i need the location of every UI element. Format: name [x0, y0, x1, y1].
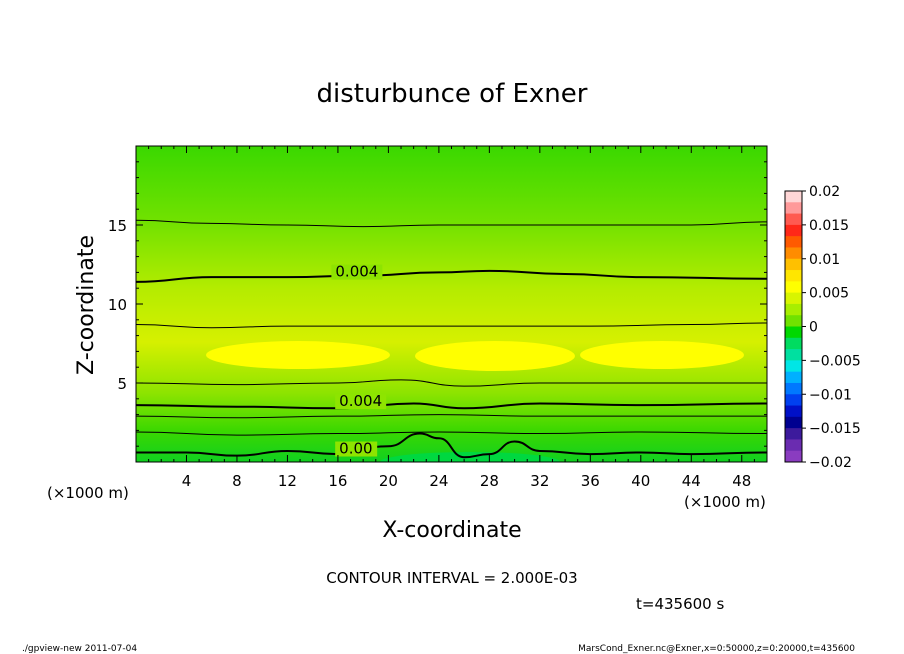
colorbar-segment-11	[785, 315, 802, 327]
x-tick-label-9: 40	[631, 472, 650, 490]
contour-label-bg-2	[335, 441, 378, 457]
contour-line-5	[136, 322, 767, 329]
colorbar-segment-16	[785, 371, 802, 384]
max-region-center	[415, 341, 575, 371]
contour-line-2	[136, 414, 767, 419]
max-region-left	[206, 341, 390, 369]
contour-line-3	[136, 402, 767, 410]
y-unit-label: (×1000 m)	[684, 493, 766, 511]
y-axis-label: Z-coordinate	[74, 235, 99, 375]
x-tick-label-1: 8	[232, 472, 242, 490]
colorbar-segment-3	[785, 224, 802, 237]
max-region-right	[580, 341, 744, 369]
time-label: t=435600 s	[636, 595, 724, 613]
x-tick-label-8: 36	[581, 472, 600, 490]
colorbar-label-4: 0	[809, 320, 818, 336]
colorbar-segment-17	[785, 382, 802, 395]
x-unit-label: (×1000 m)	[47, 484, 129, 502]
field-background	[136, 146, 767, 462]
plot-area	[136, 146, 767, 462]
colorbar-segment-14	[785, 349, 802, 361]
colorbar-segment-19	[785, 405, 802, 418]
x-tick-label-5: 24	[429, 472, 448, 490]
colorbar-segment-22	[785, 439, 802, 452]
colorbar-label-2: 0.01	[809, 252, 840, 268]
colorbar-label-1: 0.015	[809, 218, 849, 234]
colorbar-segment-15	[785, 360, 802, 373]
colorbar-label-8: −0.02	[809, 455, 852, 471]
x-tick-label-3: 16	[328, 472, 347, 490]
x-tick-label-6: 28	[480, 472, 499, 490]
colorbar-label-0: 0.02	[809, 184, 840, 200]
colorbar-segment-6	[785, 258, 802, 271]
chart-title: disturbunce of Exner	[317, 79, 588, 109]
colorbar-label-5: −0.005	[809, 353, 861, 369]
colorbar: 0.02 0.015 0.01 0.005 0 −0.005 −0.01 −0.015 −0.0…	[784, 184, 861, 471]
footer-right: MarsCond_Exner.nc@Exner,x=0:50000,z=0:20…	[578, 644, 855, 654]
x-axis-label: X-coordinate	[382, 518, 521, 543]
colorbar-segment-9	[785, 292, 802, 305]
x-tick-label-7: 32	[530, 472, 549, 490]
x-tick-label-2: 12	[278, 472, 297, 490]
x-tick-label-0: 4	[182, 472, 192, 490]
colorbar-segment-12	[785, 326, 802, 339]
colorbar-segment-13	[785, 337, 802, 350]
colorbar-segment-2	[785, 213, 802, 226]
colorbar-segment-10	[785, 303, 802, 316]
contour-label-bg-1	[335, 394, 387, 410]
colorbar-segment-20	[785, 416, 802, 429]
colorbar-label-6: −0.01	[809, 387, 852, 403]
x-tick-label-11: 48	[732, 472, 751, 490]
y-tick-label-1: 10	[108, 296, 127, 314]
y-tick-label-2: 15	[108, 217, 127, 235]
x-tick-label-10: 44	[682, 472, 701, 490]
colorbar-segment-4	[785, 236, 802, 248]
contour-line-7	[136, 219, 767, 228]
contour-line-4	[136, 379, 767, 387]
contour-label-0: 0.004	[335, 263, 378, 281]
y-tick-label-0: 5	[117, 375, 127, 393]
colorbar-label-7: −0.015	[809, 421, 861, 437]
contour-label-1: 0.004	[339, 392, 382, 410]
x-tick-label-4: 20	[379, 472, 398, 490]
colorbar-segment-23	[785, 450, 802, 463]
footer-left: ./gpview-new 2011-07-04	[22, 644, 137, 654]
contour-line-1	[136, 431, 767, 436]
contour-label-2: 0.00	[339, 440, 372, 458]
colorbar-segment-0	[785, 191, 802, 203]
colorbar-segment-8	[785, 281, 802, 294]
colorbar-segment-5	[785, 247, 802, 260]
colorbar-label-3: 0.005	[809, 286, 849, 302]
contour-label-bg-0	[331, 264, 383, 280]
colorbar-segment-1	[785, 202, 802, 215]
contour-line-0	[136, 432, 767, 459]
colorbar-segment-18	[785, 394, 802, 407]
contour-line-6	[136, 269, 767, 283]
colorbar-segment-21	[785, 428, 802, 440]
contour-interval-text: CONTOUR INTERVAL = 2.000E-03	[326, 569, 577, 587]
colorbar-segment-7	[785, 270, 802, 282]
